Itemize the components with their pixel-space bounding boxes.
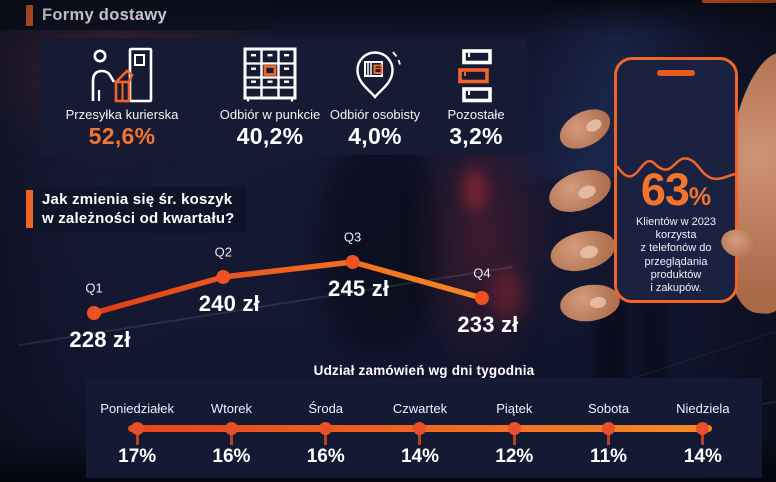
timeline-dot [413,422,427,435]
delivery-item-pickup: Odbiór osobisty 4,0% [325,38,425,155]
delivery-value: 3,2% [449,123,503,149]
weekday-label: Wtorek [210,401,252,416]
delivery-item-other: Pozostałe 3,2% [431,38,521,155]
weekday-value: 16% [306,446,345,467]
caption-line: przeglądania [644,255,708,268]
bg-person-silhouette [322,140,442,350]
caption-line: produktów [650,268,702,281]
percent-sign: % [688,183,712,211]
delivery-item-courier: Przesyłka kurierska 52,6% [47,38,197,155]
delivery-label: Przesyłka kurierska [65,107,179,122]
section-title-basket: Jak zmienia się śr. koszyk w zależności … [33,187,246,233]
delivery-value: 4,0% [348,123,402,149]
caption-line: i zakupów. [650,282,702,295]
weekday-label: Piątek [496,401,533,416]
phone-caption: Klientów w 2023 korzysta z telefonów do … [617,216,735,295]
phone-speaker [657,70,695,76]
stat-number: 63 [640,164,690,215]
weekday-label: Poniedziałek [100,401,174,416]
weekday-label: Sobota [587,401,630,416]
bg-red-light [462,168,488,212]
timeline-dot [507,422,521,435]
weekday-value: 14% [683,446,722,467]
accent-bar [26,190,33,228]
quarter-label-q1: Q1 [85,280,103,296]
top-right-accent-line [702,0,776,3]
parcel-locker-icon [242,42,298,104]
delivery-forms-panel: Przesyłka kurierska 52,6% Odb [40,38,527,155]
delivery-value: 52,6% [88,123,156,149]
quarter-value-q2: 240 zł [198,291,260,316]
stacked-boxes-icon [456,42,496,104]
weekday-label: Środa [308,401,344,416]
weekday-value: 11% [590,446,628,467]
weekday-value: 12% [495,446,534,467]
quarter-label-q3: Q3 [343,229,362,245]
delivery-label: Odbiór osobisty [329,107,421,122]
delivery-value: 40,2% [236,123,304,149]
delivery-label: Pozostałe [447,107,505,122]
hand-finger [553,101,617,157]
courier-delivery-icon [89,42,155,104]
caption-line: z telefonów do [640,242,712,255]
caption-line: korzysta [655,229,697,242]
header1-backdrop [0,0,272,30]
weekday-orders-panel: Udział zamówień wg dni tygodnia Poniedzi… [86,363,762,478]
section-title-delivery: Formy dostawy [42,6,167,24]
timeline-dot [130,422,144,435]
timeline-dot [602,422,616,435]
quarter-value-q3: 245 zł [328,276,390,301]
timeline-dot [319,422,333,435]
caption-line: Klientów w 2023 [635,216,717,228]
section-title-line1: Jak zmienia się śr. koszyk [42,191,233,208]
accent-bar [26,5,33,26]
weekday-value: 17% [118,446,157,467]
quarter-label-q2: Q2 [214,244,232,260]
quarter-value-q1: 228 zł [69,327,131,352]
wave-line [617,157,735,181]
weekday-label: Czwartek [392,401,448,416]
smartphone-graphic: 63% Klientów w 2023 korzysta z telefonów… [614,57,738,303]
bg-shop-glow [408,140,558,380]
timeline-dot [696,422,710,435]
section-title-line2: w zależności od kwartału? [42,210,235,227]
weekday-value: 16% [212,446,251,467]
quarter-value-q4: 233 zł [457,312,519,337]
phone-stat: 63% [617,164,735,216]
weekday-label: Niedziela [676,401,730,416]
delivery-item-locker: Odbiór w punkcie 40,2% [200,38,340,155]
delivery-label: Odbiór w punkcie [219,107,321,122]
weekday-value: 14% [400,446,439,467]
pickup-pin-icon [348,42,402,104]
timeline-dot [224,422,238,435]
weekday-chart-title: Udział zamówień wg dni tygodnia [313,363,535,378]
quarter-label-q4: Q4 [473,265,491,281]
